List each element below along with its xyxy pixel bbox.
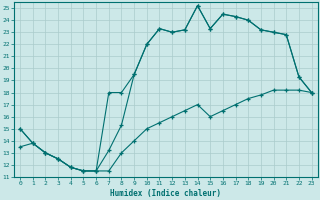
X-axis label: Humidex (Indice chaleur): Humidex (Indice chaleur)	[110, 189, 221, 198]
